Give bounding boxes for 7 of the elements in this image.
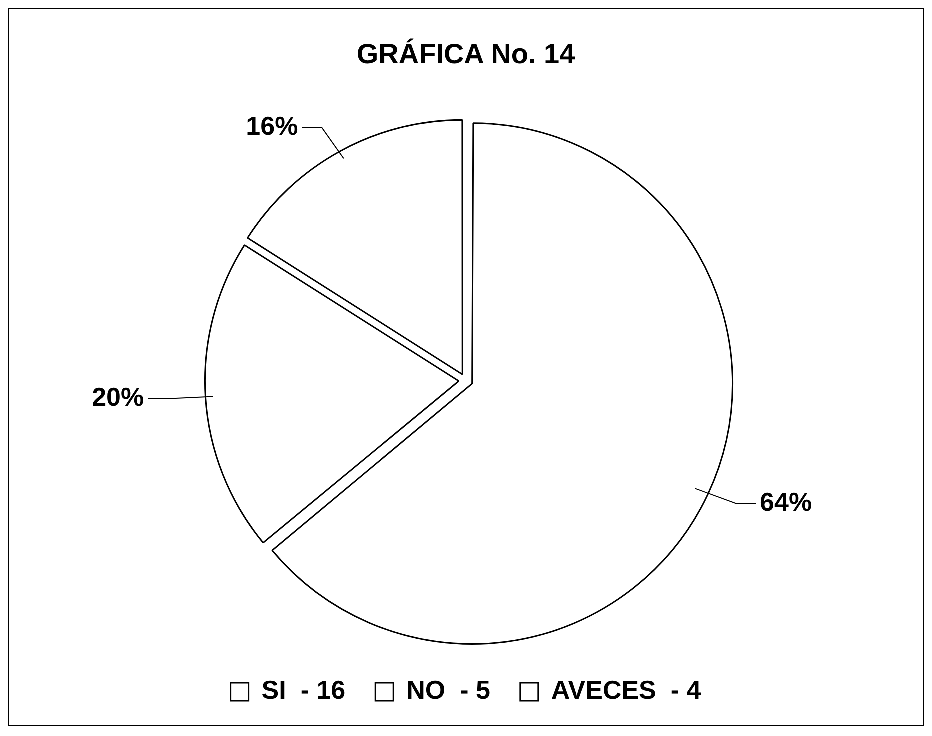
chart-title: GRÁFICA No. 14	[356, 38, 576, 70]
legend-label: SI - 16	[262, 675, 346, 706]
legend-label: NO - 5	[406, 675, 490, 706]
data-label: 64%	[760, 486, 812, 517]
data-label: 16%	[246, 111, 298, 142]
data-label: 20%	[92, 382, 144, 412]
legend-label: AVECES - 4	[551, 675, 702, 706]
